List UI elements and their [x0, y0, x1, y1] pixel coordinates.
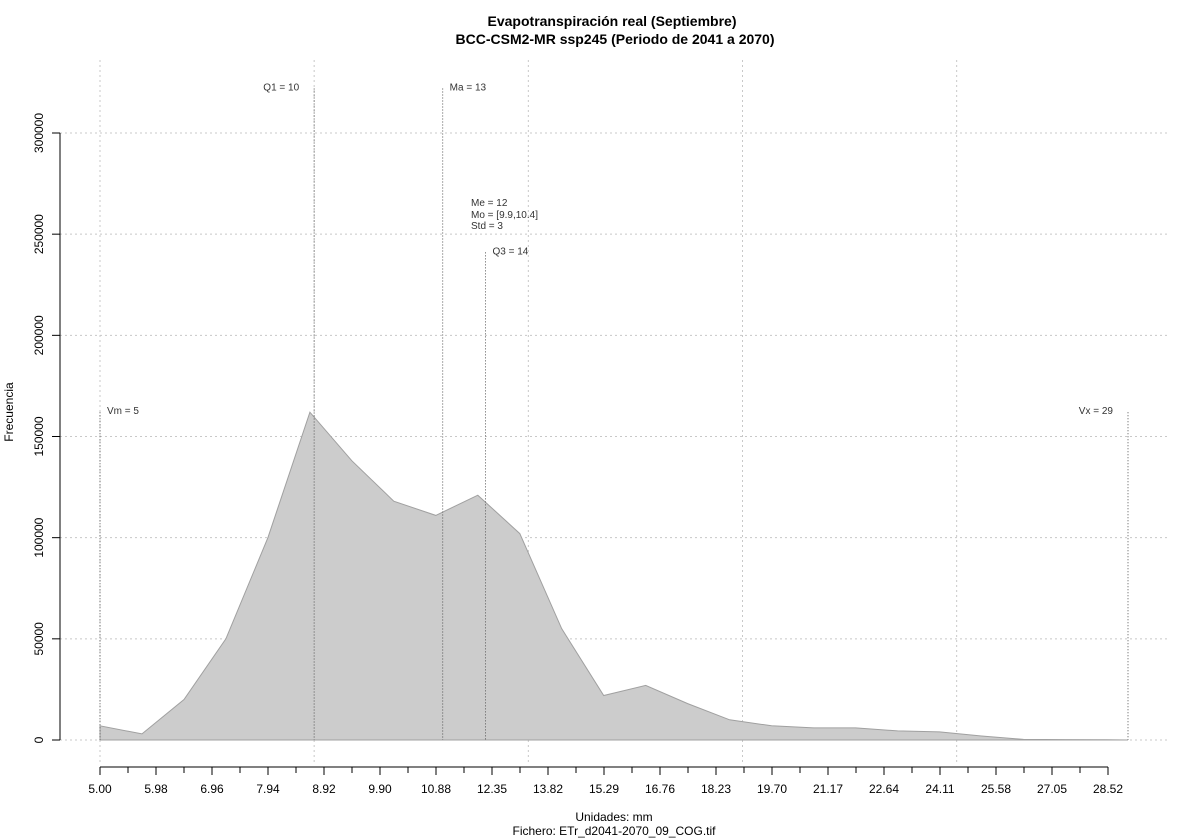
chart-subtitle: BCC-CSM2-MR ssp245 (Periodo de 2041 a 20… [456, 31, 775, 47]
y-tick-label: 50000 [32, 622, 46, 656]
x-tick-label: 9.90 [368, 782, 392, 796]
stat-label: Q3 = 14 [493, 246, 529, 257]
stat-std: Std = 3 [471, 221, 503, 232]
stat-label: Q1 = 10 [263, 82, 299, 93]
stat-label: Vm = 5 [107, 406, 139, 417]
y-axis: 0 50000 100000 150000 200000 250000 300000 [32, 113, 61, 743]
y-tick-label: 150000 [32, 416, 46, 456]
x-tick-label: 27.05 [1037, 782, 1067, 796]
x-tick-label: 24.11 [925, 782, 954, 796]
x-tick-label: 22.64 [869, 782, 899, 796]
x-tick-label: 18.23 [701, 782, 731, 796]
x-tick-label: 7.94 [256, 782, 280, 796]
x-tick-label: 5.00 [88, 782, 112, 796]
x-axis-label: Unidades: mm [575, 810, 652, 824]
y-axis-label: Frecuencia [2, 382, 16, 442]
stat-median: Me = 12 [471, 198, 508, 209]
y-tick-label: 250000 [32, 214, 46, 254]
x-tick-label: 16.76 [645, 782, 675, 796]
x-tick-label: 12.35 [477, 782, 507, 796]
file-caption: Fichero: ETr_d2041-2070_09_COG.tif [513, 824, 717, 838]
y-tick-label: 0 [32, 736, 46, 743]
stat-mode: Mo = [9.9,10.4] [471, 210, 538, 221]
x-tick-label: 8.92 [312, 782, 336, 796]
stat-lines: Vm = 5 Q1 = 10 Ma = 13 Q3 = 14 Vx = 29 [99, 82, 1129, 740]
x-tick-label: 5.98 [144, 782, 168, 796]
x-tick-label: 13.82 [533, 782, 563, 796]
x-tick-label: 28.52 [1093, 782, 1123, 796]
chart-title: Evapotranspiración real (Septiembre) [488, 13, 737, 29]
x-tick-label: 15.29 [589, 782, 619, 796]
x-tick-label: 25.58 [981, 782, 1011, 796]
y-tick-label: 100000 [32, 517, 46, 557]
y-tick-label: 200000 [32, 315, 46, 355]
stats-box: Me = 12 Mo = [9.9,10.4] Std = 3 [471, 198, 538, 232]
x-tick-label: 6.96 [200, 782, 224, 796]
frequency-area [99, 411, 1129, 741]
y-tick-label: 300000 [32, 113, 46, 153]
stat-label: Ma = 13 [450, 82, 487, 93]
x-axis: 5.00 5.98 6.96 7.94 8.92 9.90 10.88 12.35 13.82 1… [88, 766, 1123, 796]
x-tick-label: 21.17 [813, 782, 843, 796]
x-tick-label: 19.70 [757, 782, 787, 796]
stat-label: Vx = 29 [1079, 406, 1114, 417]
x-tick-label: 10.88 [421, 782, 451, 796]
